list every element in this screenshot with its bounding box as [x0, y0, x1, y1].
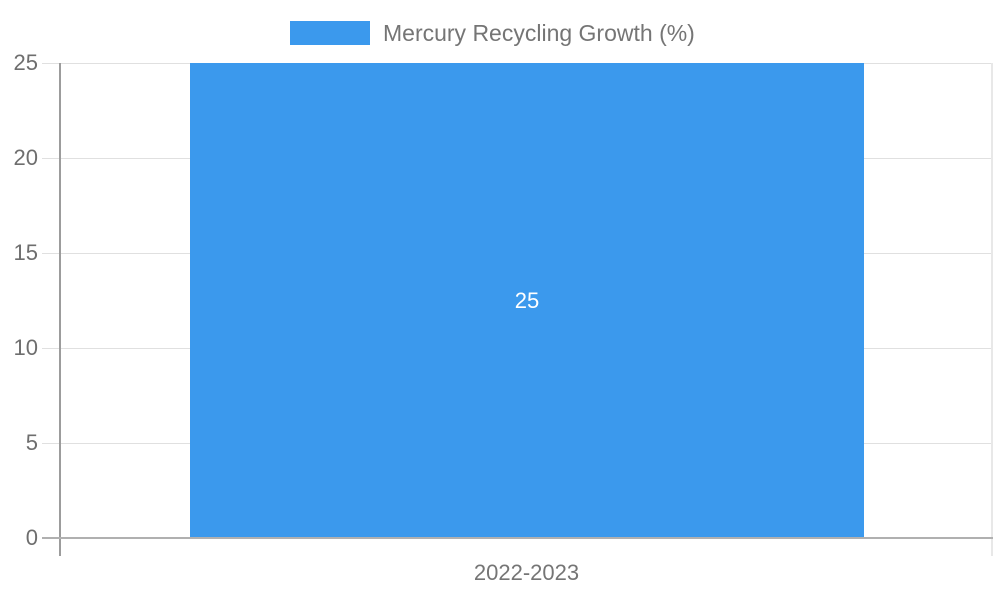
bar-value-label: 25 [514, 287, 540, 313]
plot-area: 25 [42, 63, 993, 556]
x-axis-line [42, 537, 993, 539]
y-axis: 25 20 15 10 5 0 [0, 52, 38, 549]
y-tick-label-0: 0 [25, 525, 38, 550]
y-tick-label-15: 15 [13, 240, 38, 265]
legend-label: Mercury Recycling Growth (%) [383, 20, 695, 46]
plot-right-border [991, 63, 993, 556]
y-tick-label-10: 10 [13, 335, 38, 360]
legend-swatch [290, 21, 370, 45]
y-axis-line [59, 63, 61, 556]
y-tick-label-25: 25 [13, 50, 38, 75]
x-axis-category-label: 2022-2023 [473, 560, 580, 585]
y-tick-label-20: 20 [13, 145, 38, 170]
bar-2022-2023: 25 [190, 63, 864, 538]
chart-legend: Mercury Recycling Growth (%) [290, 21, 695, 45]
y-tick-label-5: 5 [25, 430, 38, 455]
